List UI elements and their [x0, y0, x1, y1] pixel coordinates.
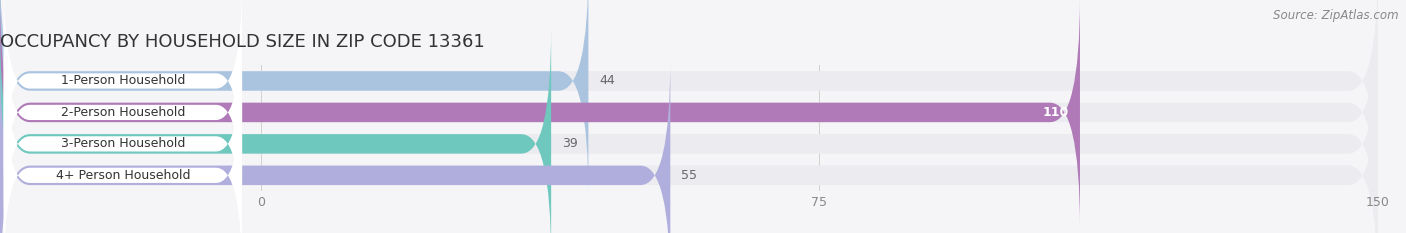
FancyBboxPatch shape — [4, 73, 242, 233]
FancyBboxPatch shape — [0, 0, 1080, 229]
Text: 110: 110 — [1042, 106, 1069, 119]
FancyBboxPatch shape — [0, 0, 588, 197]
Text: 1-Person Household: 1-Person Household — [60, 75, 186, 87]
Text: 39: 39 — [562, 137, 578, 150]
Text: Source: ZipAtlas.com: Source: ZipAtlas.com — [1274, 9, 1399, 22]
FancyBboxPatch shape — [0, 0, 1378, 197]
FancyBboxPatch shape — [0, 28, 1378, 233]
Text: 55: 55 — [682, 169, 697, 182]
Text: 44: 44 — [599, 75, 616, 87]
FancyBboxPatch shape — [0, 59, 1378, 233]
FancyBboxPatch shape — [4, 41, 242, 233]
FancyBboxPatch shape — [4, 10, 242, 215]
FancyBboxPatch shape — [0, 28, 551, 233]
Text: 4+ Person Household: 4+ Person Household — [56, 169, 190, 182]
FancyBboxPatch shape — [0, 59, 671, 233]
FancyBboxPatch shape — [4, 0, 242, 183]
Text: 2-Person Household: 2-Person Household — [60, 106, 186, 119]
Text: OCCUPANCY BY HOUSEHOLD SIZE IN ZIP CODE 13361: OCCUPANCY BY HOUSEHOLD SIZE IN ZIP CODE … — [0, 33, 485, 51]
Text: 3-Person Household: 3-Person Household — [60, 137, 186, 150]
FancyBboxPatch shape — [0, 0, 1378, 229]
